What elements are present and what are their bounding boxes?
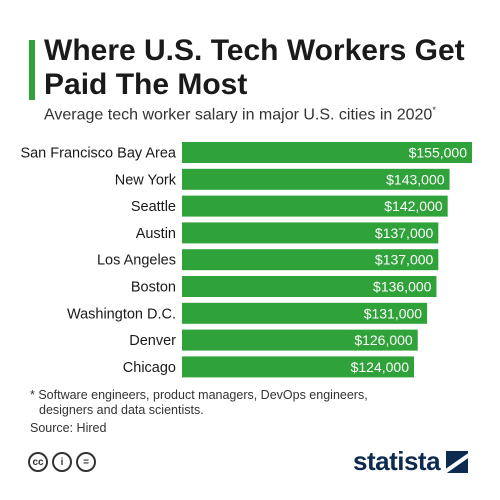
category-label: Washington D.C. [67,306,176,322]
chart-subtitle: Average tech worker salary in major U.S.… [44,105,494,124]
value-label: $137,000 [375,225,434,241]
footnote-line-1: * Software engineers, product managers, … [30,388,368,402]
attribution-icon[interactable]: i [52,452,72,472]
category-label: Denver [129,333,176,349]
title-accent-bar [29,40,35,100]
bar-0 [182,142,472,163]
footnote: * Software engineers, product managers, … [30,388,470,418]
value-label: $126,000 [354,332,413,348]
bar-3 [182,222,439,244]
footnote-line-2: designers and data scientists. [39,403,204,417]
license-icons: cc i = [28,452,96,472]
bar-1 [182,168,450,190]
subtitle-footnote-mark: * [432,105,436,115]
chart-title: Where U.S. Tech Workers Get Paid The Mos… [44,34,465,101]
bar-8 [182,356,414,378]
bar-2 [182,195,448,217]
brand-name: statista [353,446,441,476]
value-label: $155,000 [409,145,468,161]
source-note: Source: Hired [30,421,107,435]
category-label: Seattle [131,199,176,215]
bar-chart: San Francisco Bay Area $155,000 New York $1… [20,142,472,378]
statista-logo-icon [446,450,469,473]
category-label: Los Angeles [97,253,176,269]
category-label: Chicago [123,360,176,376]
category-label: Austin [136,226,176,242]
category-label: San Francisco Bay Area [20,146,176,162]
category-label: Boston [131,280,176,296]
value-label: $143,000 [386,171,445,187]
brand-logo[interactable]: statista [353,446,469,477]
bar-4 [182,249,439,271]
value-label: $131,000 [364,305,423,321]
bar-5 [182,276,437,297]
bar-6 [182,302,428,324]
category-label: New York [115,172,177,188]
value-label: $136,000 [373,279,432,295]
value-label: $124,000 [351,359,410,375]
no-derivatives-icon[interactable]: = [76,452,96,472]
bar-7 [182,329,418,351]
subtitle-text: Average tech worker salary in major U.S.… [44,106,433,124]
cc-icon[interactable]: cc [28,452,48,472]
value-label: $142,000 [384,198,443,214]
value-label: $137,000 [375,252,434,268]
